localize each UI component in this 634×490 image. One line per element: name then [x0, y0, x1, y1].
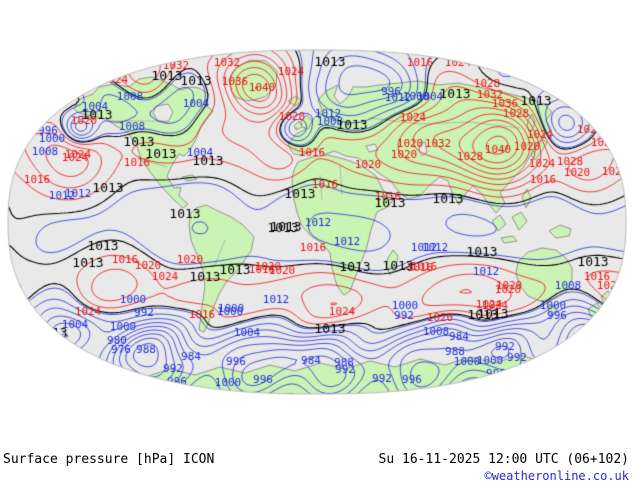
copyright-link[interactable]: ©weatheronline.co.uk [484, 469, 630, 483]
map-valid-time: Su 16-11-2025 12:00 UTC (06+102) [378, 452, 629, 467]
surface-pressure-map [0, 0, 634, 448]
map-product-label: Surface pressure [hPa] ICON [3, 452, 215, 467]
